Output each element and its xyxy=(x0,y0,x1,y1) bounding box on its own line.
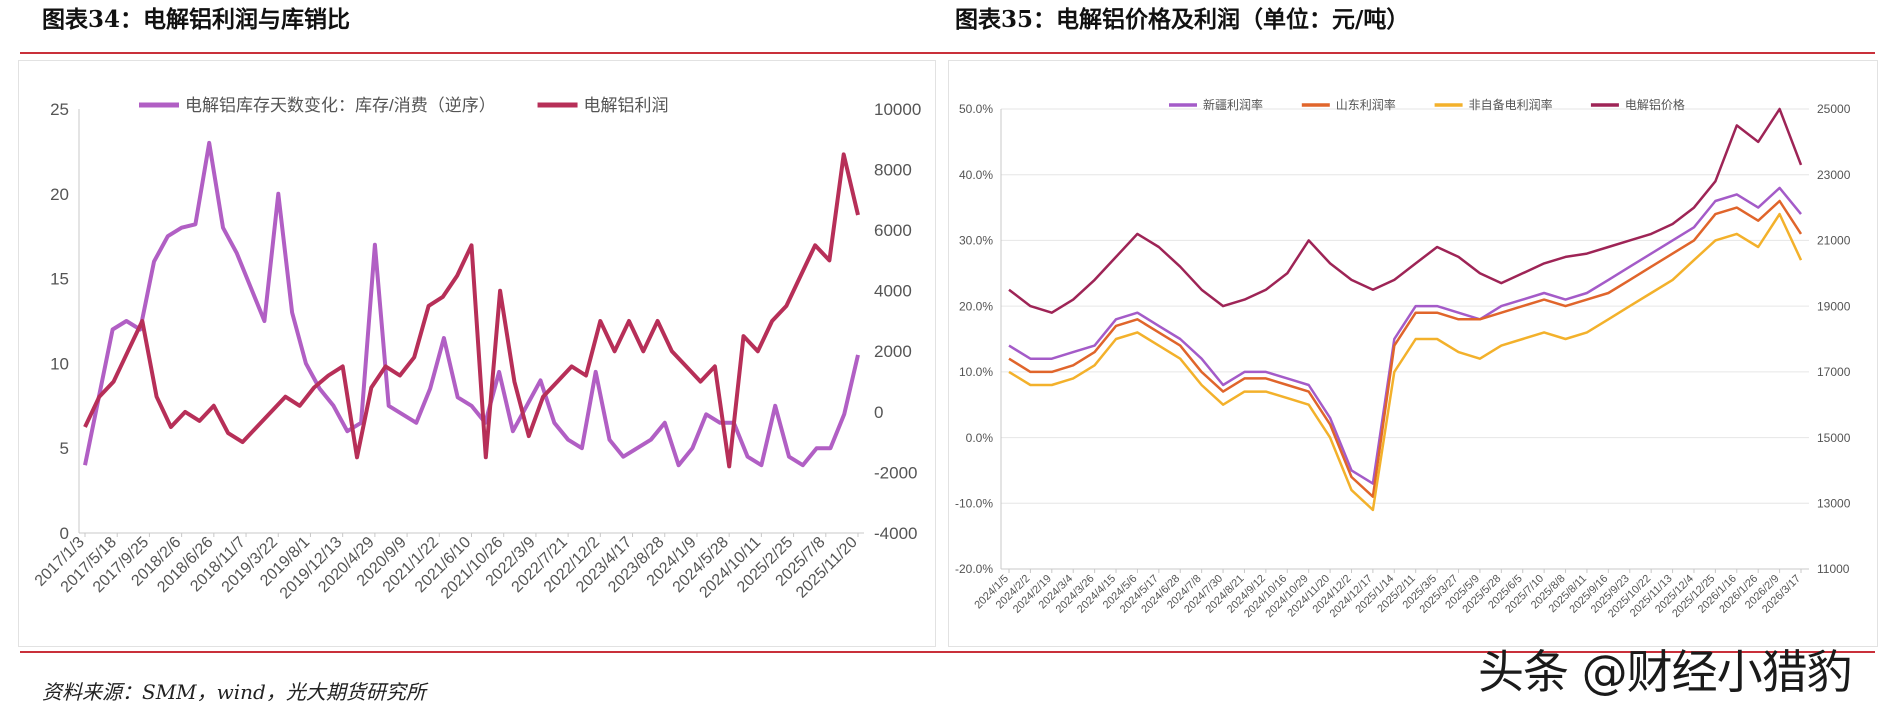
left-y-tick-label: 30.0% xyxy=(959,234,993,248)
right-y-tick-label: 15000 xyxy=(1817,431,1851,445)
right-y-tick-label: 17000 xyxy=(1817,365,1851,379)
left-y-tick-label: 0 xyxy=(60,524,69,543)
legend-label-0: 电解铝库存天数变化：库存/消费（逆序） xyxy=(185,96,496,115)
left-y-tick-label: -20.0% xyxy=(955,562,993,576)
left-y-tick-label: 10 xyxy=(50,354,69,373)
left-y-tick-label: -10.0% xyxy=(955,496,993,510)
top-divider xyxy=(20,52,1875,54)
series-line-1 xyxy=(83,152,860,469)
series-line-2 xyxy=(1008,212,1803,512)
series-line-0 xyxy=(83,140,860,468)
right-y-tick-label: 25000 xyxy=(1817,102,1851,116)
series-line-0 xyxy=(1008,186,1802,485)
right-y-tick-label: 6000 xyxy=(874,221,912,240)
left-y-tick-label: 15 xyxy=(50,270,69,289)
chart-panel-left: 0 5 10 15 20 25 -4000 -2000 0 2000 4000 6000 8000 100… xyxy=(18,60,936,647)
price-profit-chart: -20.0% -10.0% 0.0% 10.0% 20.0% 30.0% 40.0% 50.0… xyxy=(955,97,1851,620)
left-y-tick-label: 25 xyxy=(50,100,69,119)
left-y-tick-label: 5 xyxy=(60,439,69,458)
bottom-divider xyxy=(20,651,1875,653)
right-y-tick-label: 11000 xyxy=(1817,562,1850,576)
inventory-profit-chart: 0 5 10 15 20 25 -4000 -2000 0 2000 4000 6000 8000 100… xyxy=(32,96,922,603)
series-line-3 xyxy=(1008,107,1803,314)
right-y-tick-label: 23000 xyxy=(1817,168,1851,182)
legend-label-1: 电解铝利润 xyxy=(584,96,669,115)
right-y-tick-label: -4000 xyxy=(874,524,917,543)
right-y-tick-label: 10000 xyxy=(874,100,921,119)
watermark: 头条 @财经小猎豹 xyxy=(1478,645,1853,699)
left-y-tick-label: 50.0% xyxy=(959,102,993,116)
chart-title-right: 图表35：电解铝价格及利润（单位：元/吨） xyxy=(955,6,1410,33)
source-note: 资料来源：SMM，wind，光大期货研究所 xyxy=(42,680,426,704)
legend-label-3: 电解铝价格 xyxy=(1625,97,1685,112)
left-y-tick-label: 20 xyxy=(50,185,69,204)
chart-panel-right: -20.0% -10.0% 0.0% 10.0% 20.0% 30.0% 40.0% 50.0… xyxy=(948,60,1878,647)
right-y-tick-label: 0 xyxy=(874,403,883,422)
right-y-tick-label: 4000 xyxy=(874,282,912,301)
legend-label-1: 山东利润率 xyxy=(1336,97,1396,112)
left-y-tick-label: 40.0% xyxy=(959,168,993,182)
right-y-tick-label: 21000 xyxy=(1817,234,1851,248)
legend-label-2: 非自备电利润率 xyxy=(1469,97,1553,112)
right-y-tick-label: 19000 xyxy=(1817,299,1851,313)
right-y-tick-label: 13000 xyxy=(1817,496,1851,510)
left-y-tick-label: 20.0% xyxy=(959,299,993,313)
chart-title-left: 图表34：电解铝利润与库销比 xyxy=(42,6,351,33)
series-line-1 xyxy=(1008,199,1803,498)
right-y-tick-label: -2000 xyxy=(874,463,917,482)
left-y-tick-label: 10.0% xyxy=(959,365,993,379)
left-y-tick-label: 0.0% xyxy=(966,431,994,445)
legend-label-0: 新疆利润率 xyxy=(1203,97,1263,112)
right-y-tick-label: 2000 xyxy=(874,342,912,361)
right-y-tick-label: 8000 xyxy=(874,161,912,180)
